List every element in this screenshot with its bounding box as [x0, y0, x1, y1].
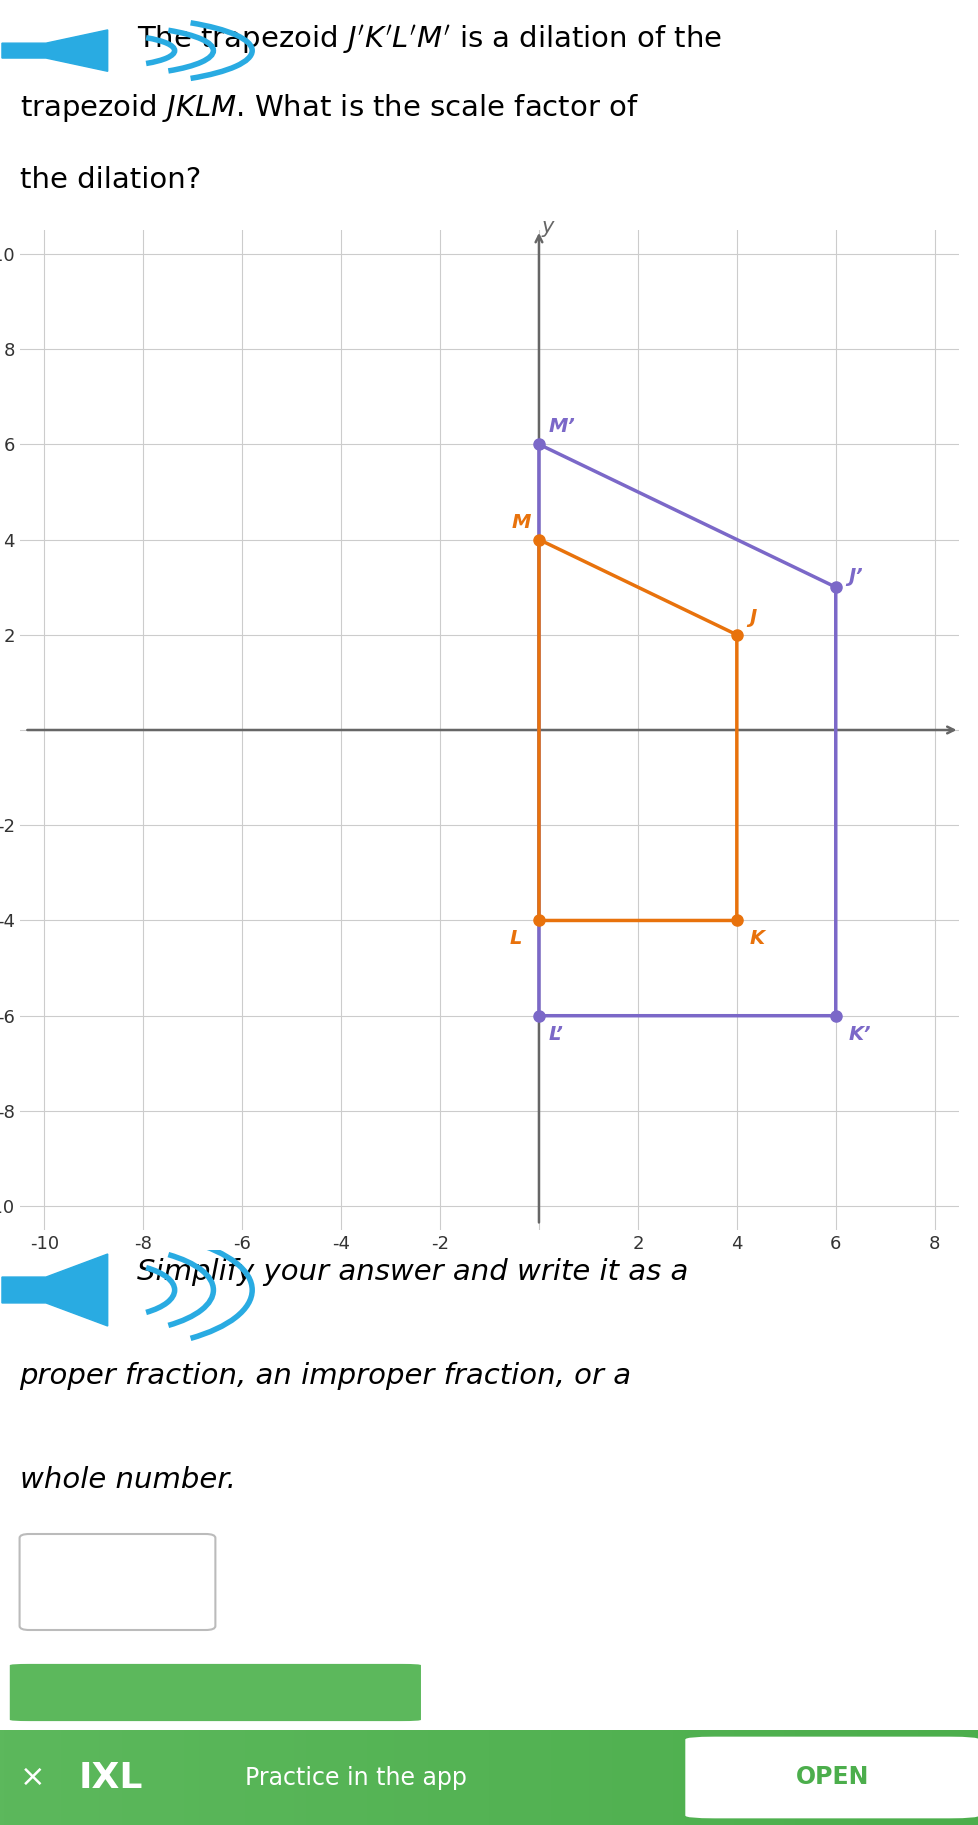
Text: K’: K’: [847, 1024, 869, 1044]
Polygon shape: [2, 1254, 108, 1327]
Text: J’: J’: [847, 568, 862, 586]
Text: whole number.: whole number.: [20, 1465, 236, 1495]
Text: IXL: IXL: [78, 1761, 143, 1794]
Text: M’: M’: [549, 418, 575, 436]
Text: J: J: [748, 608, 756, 626]
FancyBboxPatch shape: [10, 1664, 421, 1721]
Text: L: L: [509, 929, 521, 949]
Text: proper fraction, an improper fraction, or a: proper fraction, an improper fraction, o…: [20, 1361, 631, 1391]
Text: Practice in the app: Practice in the app: [244, 1765, 467, 1790]
Text: trapezoid $\mathit{JKLM}$. What is the scale factor of: trapezoid $\mathit{JKLM}$. What is the s…: [20, 91, 638, 124]
Polygon shape: [2, 29, 108, 71]
Text: y: y: [541, 217, 554, 237]
Text: The trapezoid $\mathit{J'K'L'M'}$ is a dilation of the: The trapezoid $\mathit{J'K'L'M'}$ is a d…: [137, 24, 721, 57]
FancyBboxPatch shape: [685, 1737, 978, 1818]
Text: ×: ×: [20, 1763, 45, 1792]
Text: L’: L’: [549, 1024, 563, 1044]
Text: M: M: [511, 513, 531, 531]
Text: the dilation?: the dilation?: [20, 166, 200, 193]
FancyBboxPatch shape: [20, 1535, 215, 1630]
Text: Simplify your answer and write it as a: Simplify your answer and write it as a: [137, 1257, 688, 1287]
Text: OPEN: OPEN: [795, 1765, 867, 1790]
Text: K: K: [748, 929, 764, 949]
